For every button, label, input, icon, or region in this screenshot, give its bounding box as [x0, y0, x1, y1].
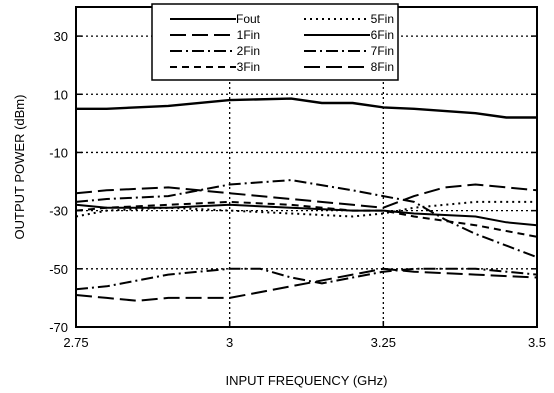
x-axis-label: INPUT FREQUENCY (GHz) — [225, 373, 387, 388]
x-tick-label: 3.25 — [371, 335, 396, 350]
series-line-fout — [76, 97, 537, 119]
y-tick-label: -70 — [49, 320, 68, 335]
legend-label-8fin: 8Fin — [371, 60, 394, 74]
legend: Fout 1Fin 2Fin 3Fin 5Fin 6Fin 7Fin 8Fin — [151, 3, 399, 81]
legend-label-2fin: 2Fin — [237, 44, 260, 58]
series-line-7fin — [75, 179, 538, 259]
x-tick-label: 3.5 — [528, 335, 546, 350]
legend-label-1fin: 1Fin — [237, 28, 260, 42]
y-tick-label: 10 — [54, 87, 68, 102]
legend-label-3fin: 3Fin — [237, 60, 260, 74]
series-line-2fin — [75, 267, 538, 291]
series-line-1fin — [75, 183, 538, 209]
y-tick-label: -10 — [49, 145, 68, 160]
y-tick-label: -30 — [49, 204, 68, 219]
series-line-6fin — [75, 203, 538, 227]
x-tick-label: 3 — [226, 335, 233, 350]
legend-label-7fin: 7Fin — [371, 44, 394, 58]
series-layer — [75, 97, 538, 302]
x-tick-label: 2.75 — [63, 335, 88, 350]
y-axis-label: OUTPUT POWER (dBm) — [12, 95, 27, 240]
series-line-3fin — [75, 200, 538, 238]
legend-label-fout: Fout — [236, 12, 261, 26]
y-tick-label: 30 — [54, 29, 68, 44]
legend-label-5fin: 5Fin — [371, 12, 394, 26]
legend-box — [151, 3, 399, 81]
legend-label-6fin: 6Fin — [371, 28, 394, 42]
y-tick-label: -50 — [49, 262, 68, 277]
series-line-5fin — [75, 200, 537, 218]
series-line-8fin — [75, 267, 538, 302]
